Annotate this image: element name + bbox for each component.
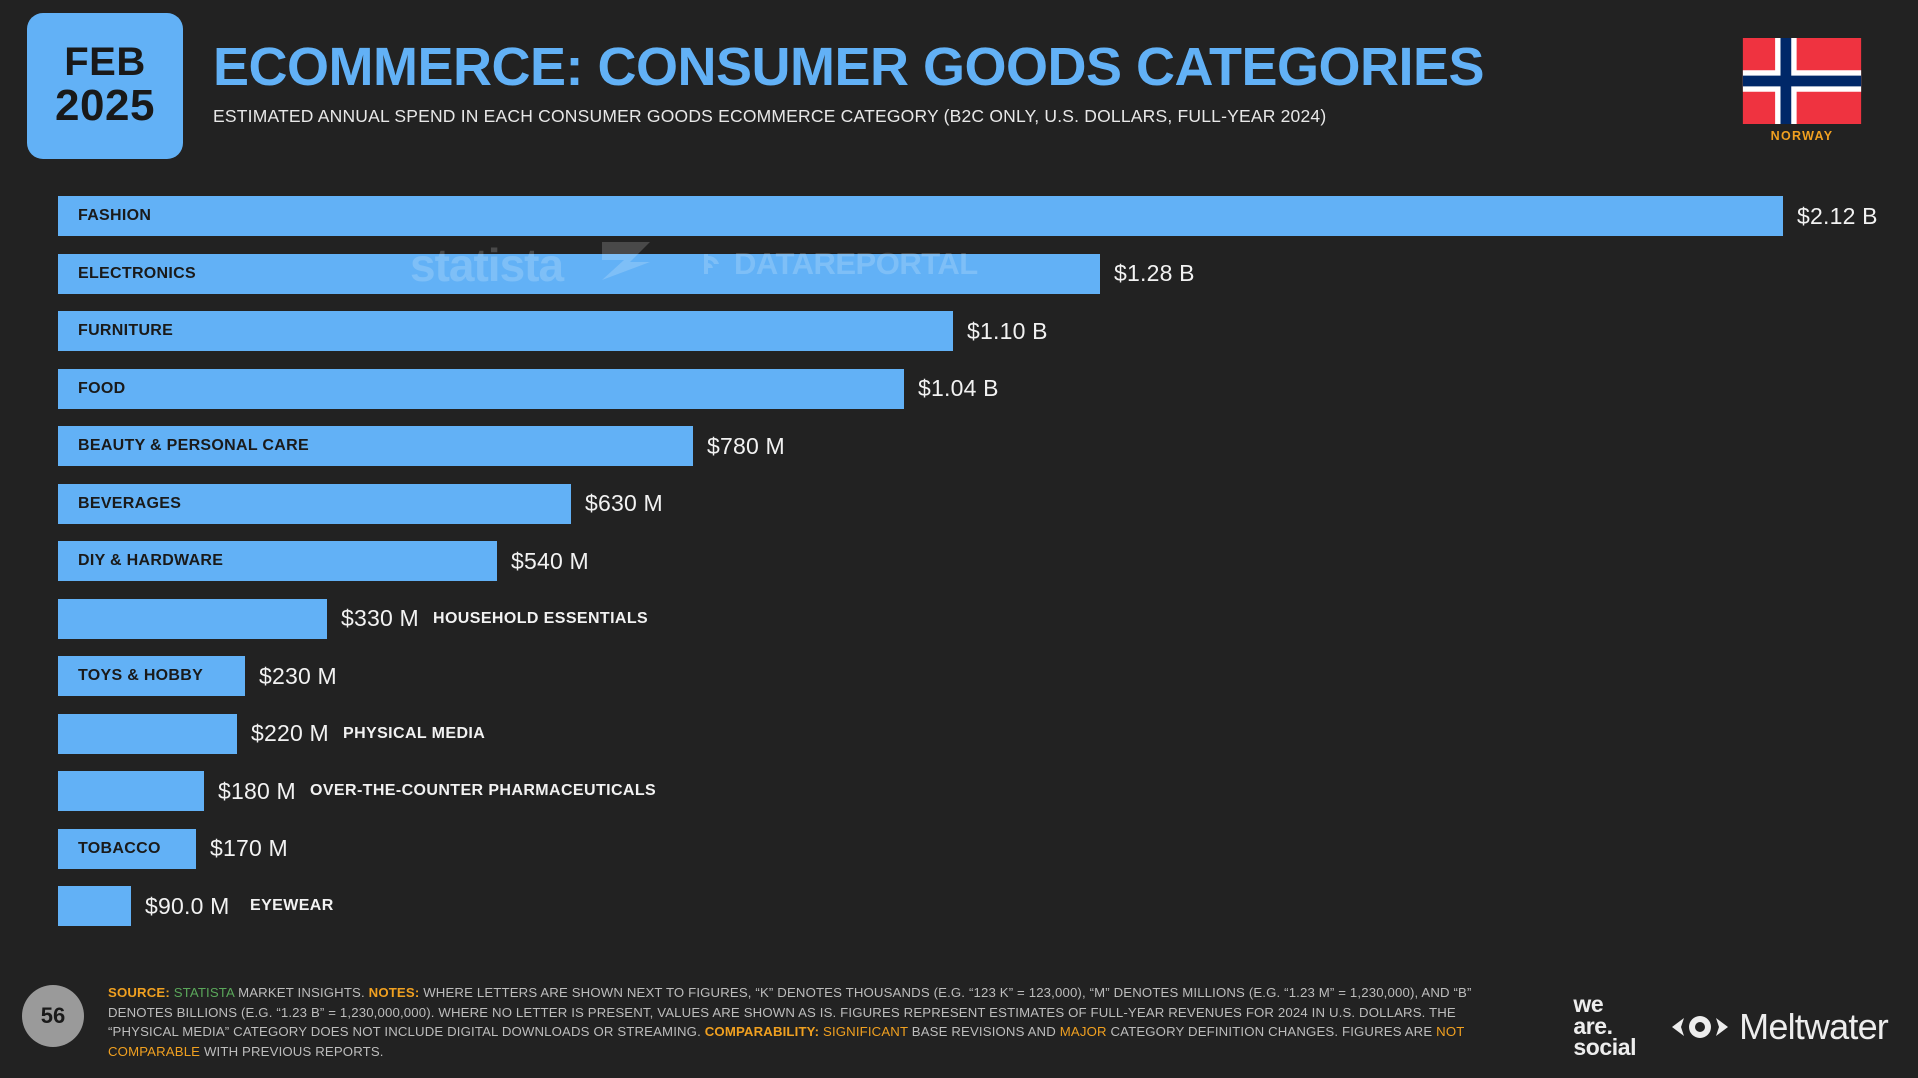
bar-category-label: TOBACCO (78, 839, 161, 857)
bar-value-label: $630 M (585, 490, 663, 516)
bar-category-label-outside: OVER-THE-COUNTER PHARMACEUTICALS (310, 782, 657, 799)
date-badge: FEB 2025 (27, 13, 183, 159)
notes-body: WHERE LETTERS ARE SHOWN NEXT TO FIGURES,… (108, 985, 1472, 1040)
comparability-key: COMPARABILITY: (704, 1024, 820, 1040)
bar-row: $220 M PHYSICAL MEDIA (58, 713, 1868, 754)
bar (58, 368, 904, 409)
comparability-significant: SIGNIFICANT (823, 1024, 908, 1040)
bar-value-label: $780 M (707, 432, 785, 459)
page-title: ECOMMERCE: CONSUMER GOODS CATEGORIES (213, 37, 1485, 97)
bar (58, 196, 1783, 236)
bar-value-label: $2.12 B (1797, 202, 1878, 229)
country-label: NORWAY (1770, 129, 1834, 143)
bar (58, 886, 131, 926)
footer: 56 SOURCE: STATISTA MARKET INSIGHTS. NOT… (0, 975, 1918, 1078)
bar-row: $330 M HOUSEHOLD ESSENTIALS (58, 598, 1868, 639)
country-flag-block: NORWAY (1741, 38, 1863, 143)
bar-row: TOBACCO $170 M (58, 828, 1868, 869)
header: FEB 2025 ECOMMERCE: CONSUMER GOODS CATEG… (0, 0, 1918, 168)
norway-flag-icon (1742, 38, 1862, 124)
we-are-social-logo: we are. social (1573, 990, 1637, 1061)
bar-row: DIY & HARDWARE $540 M (58, 541, 1868, 581)
comparability-end: WITH PREVIOUS REPORTS. (203, 1043, 384, 1059)
we-are-social-line3: social (1573, 1034, 1637, 1061)
bar-row: $180 M OVER-THE-COUNTER PHARMACEUTICALS (58, 771, 1868, 811)
comparability-not: NOT COMPARABLE (108, 1024, 1465, 1059)
bar (58, 541, 497, 581)
bar (58, 598, 327, 639)
meltwater-wordmark: Meltwater (1739, 1005, 1889, 1047)
bar-category-label: BEAUTY & PERSONAL CARE (78, 437, 309, 454)
notes-key: NOTES: (368, 985, 420, 1000)
bar (58, 426, 693, 466)
bar-value-label: $540 M (511, 547, 589, 574)
comparability-tail: CATEGORY DEFINITION CHANGES. FIGURES ARE (1110, 1024, 1433, 1040)
source-name: STATISTA (173, 985, 235, 1000)
bar-value-label: $180 M (218, 777, 296, 804)
bar (58, 713, 237, 754)
bar-row: BEAUTY & PERSONAL CARE $780 M (58, 426, 1868, 466)
source-key: SOURCE: (108, 985, 170, 1000)
bar-category-label: TOYS & HOBBY (78, 667, 204, 684)
bar-category-label: BEVERAGES (78, 494, 182, 512)
bar-value-label: $220 M (251, 720, 329, 746)
meltwater-eye-icon (1672, 1015, 1729, 1038)
bar (58, 311, 953, 351)
bar-value-label: $1.28 B (1114, 260, 1195, 286)
bar-category-label: DIY & HARDWARE (78, 552, 224, 569)
bar-row: TOYS & HOBBY $230 M (58, 656, 1868, 696)
source-rest: MARKET INSIGHTS. (238, 985, 365, 1000)
bar-chart: FASHION $2.12 B ELECTRONICS $1.28 B FURNITUR… (0, 196, 1918, 956)
footer-notes: SOURCE: STATISTA MARKET INSIGHTS. NOTES:… (108, 983, 1498, 1061)
bar-category-label-outside: HOUSEHOLD ESSENTIALS (433, 609, 649, 627)
bar-category-label-outside: PHYSICAL MEDIA (343, 724, 486, 742)
comparability-major: MAJOR (1059, 1024, 1107, 1040)
meltwater-logo: Meltwater (1670, 1005, 1889, 1048)
bar (58, 828, 196, 869)
bar (58, 771, 204, 811)
bar-value-label: $90.0 M (145, 892, 230, 919)
bar-value-label: $330 M (341, 605, 419, 631)
date-year: 2025 (55, 80, 155, 130)
bar-row: BEVERAGES $630 M (58, 483, 1868, 524)
we-are-social-line2: are. (1573, 1012, 1613, 1039)
bar-value-label: $1.04 B (918, 375, 999, 401)
bar (58, 656, 245, 696)
we-are-social-line1: we (1573, 990, 1604, 1017)
footer-logos: we are. social Meltwater (1573, 975, 1888, 1078)
page-subtitle: ESTIMATED ANNUAL SPEND IN EACH CONSUMER … (213, 106, 1327, 126)
bar-row: ELECTRONICS $1.28 B (58, 253, 1868, 294)
bar (58, 483, 571, 524)
page-number-badge: 56 (22, 985, 84, 1047)
bar-row: FURNITURE $1.10 B (58, 311, 1868, 351)
bar-row: FASHION $2.12 B (58, 196, 1877, 236)
bar-category-label: FASHION (78, 207, 152, 224)
bar-category-label: ELECTRONICS (78, 264, 196, 282)
bar-row: FOOD $1.04 B (58, 368, 1868, 409)
comparability-mid: BASE REVISIONS AND (911, 1024, 1056, 1040)
bar-value-label: $1.10 B (967, 317, 1048, 344)
bar-category-label-outside: EYEWEAR (250, 897, 334, 914)
date-month: FEB (64, 39, 146, 84)
bar-category-label: FURNITURE (78, 322, 174, 339)
bar-category-label: FOOD (78, 379, 126, 397)
bar-row: $90.0 M EYEWEAR (58, 886, 1868, 926)
bar-value-label: $170 M (210, 835, 288, 861)
bar-value-label: $230 M (259, 662, 337, 689)
bar (58, 253, 1100, 294)
